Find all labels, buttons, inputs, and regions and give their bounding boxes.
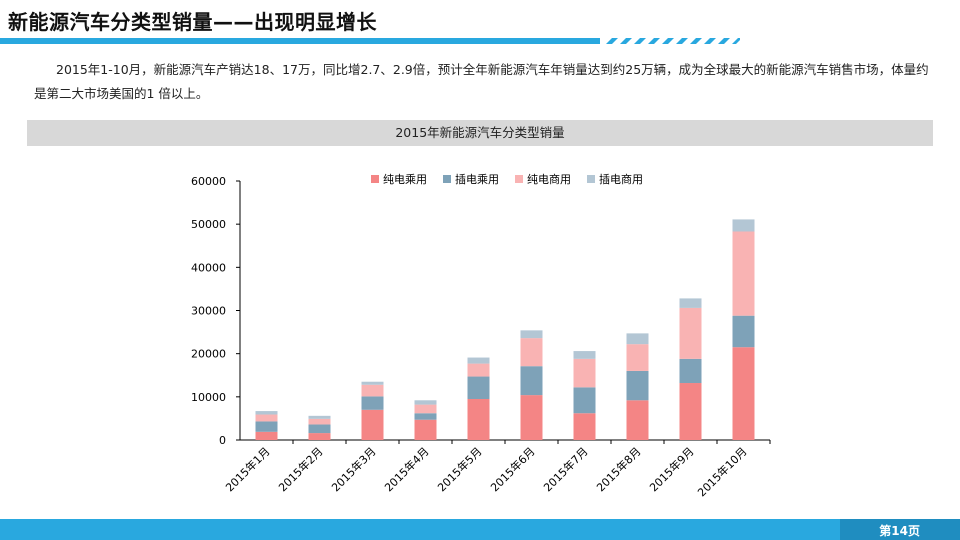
description-paragraph: 2015年1-10月，新能源汽车产销达18、17万，同比增2.7、2.9倍，预计… xyxy=(34,62,929,101)
legend-swatch xyxy=(371,175,379,183)
bar-segment xyxy=(626,333,649,345)
bar-segment xyxy=(414,413,437,420)
x-tick-label: 2015年7月 xyxy=(540,444,590,494)
page-number: 第14页 xyxy=(879,524,920,538)
bar-segment xyxy=(255,411,278,415)
bar-segment xyxy=(308,415,331,419)
x-tick-label: 2015年3月 xyxy=(328,444,378,494)
y-tick-label: 40000 xyxy=(191,261,226,274)
page-number-tab xyxy=(840,519,960,540)
y-tick-label: 0 xyxy=(219,434,226,447)
legend-label: 纯电乘用 xyxy=(383,173,427,186)
page-title: 新能源汽车分类型销量——出现明显增长 xyxy=(8,10,377,34)
y-tick-label: 50000 xyxy=(191,218,226,231)
x-tick-label: 2015年10月 xyxy=(694,444,749,499)
footer-bar: 第14页 xyxy=(0,519,960,540)
x-tick-label: 2015年8月 xyxy=(593,444,643,494)
bar-segment xyxy=(732,315,755,348)
legend-label: 纯电商用 xyxy=(527,172,571,186)
bar-segment xyxy=(732,231,755,316)
y-tick-label: 10000 xyxy=(191,391,226,404)
bar-segment xyxy=(679,307,702,359)
x-tick-label: 2015年6月 xyxy=(487,444,537,494)
bar-segment xyxy=(255,431,278,440)
bar-segment xyxy=(626,400,649,440)
x-tick-label: 2015年5月 xyxy=(434,444,484,494)
title-divider xyxy=(0,38,740,44)
bar-segment xyxy=(520,330,543,339)
bar-segment xyxy=(308,433,331,440)
bar-segment xyxy=(626,370,649,401)
bar-segment xyxy=(732,219,755,232)
bar-segment xyxy=(732,347,755,440)
bar-segment xyxy=(414,404,437,414)
bar-segment xyxy=(626,344,649,371)
bar-segment xyxy=(255,414,278,422)
x-tick-label: 2015年9月 xyxy=(646,444,696,494)
bar-segment xyxy=(573,351,596,359)
bar-segment xyxy=(361,381,384,385)
bar-segment xyxy=(361,396,384,410)
chart-title: 2015年新能源汽车分类型销量 xyxy=(27,120,933,146)
bar-segment xyxy=(467,357,490,364)
bar-segment xyxy=(361,409,384,440)
bar-segment xyxy=(308,424,331,434)
legend-label: 插电商用 xyxy=(599,172,643,186)
bar-segment xyxy=(573,358,596,388)
bar-segment xyxy=(414,400,437,405)
bar-segment xyxy=(467,363,490,377)
legend-swatch xyxy=(587,175,595,183)
bar-segment xyxy=(255,421,278,432)
x-tick-label: 2015年1月 xyxy=(222,444,272,494)
bar-segment xyxy=(467,398,490,440)
bar-segment xyxy=(520,395,543,440)
bar-segment xyxy=(573,413,596,440)
bar-segment xyxy=(679,298,702,308)
bar-segment xyxy=(467,376,490,399)
legend-swatch xyxy=(515,175,523,183)
y-tick-label: 30000 xyxy=(191,305,226,318)
legend-swatch xyxy=(443,175,451,183)
bar-segment xyxy=(520,338,543,367)
bar-segment xyxy=(573,387,596,414)
legend-label: 插电乘用 xyxy=(455,172,499,186)
x-tick-label: 2015年2月 xyxy=(275,444,325,494)
y-tick-label: 60000 xyxy=(191,175,226,188)
bar-segment xyxy=(361,384,384,397)
bar-segment xyxy=(520,366,543,396)
bar-segment xyxy=(679,358,702,384)
bar-segment xyxy=(414,419,437,440)
x-tick-label: 2015年4月 xyxy=(381,444,431,494)
bar-segment xyxy=(308,418,331,425)
y-tick-label: 20000 xyxy=(191,348,226,361)
bar-segment xyxy=(679,383,702,440)
